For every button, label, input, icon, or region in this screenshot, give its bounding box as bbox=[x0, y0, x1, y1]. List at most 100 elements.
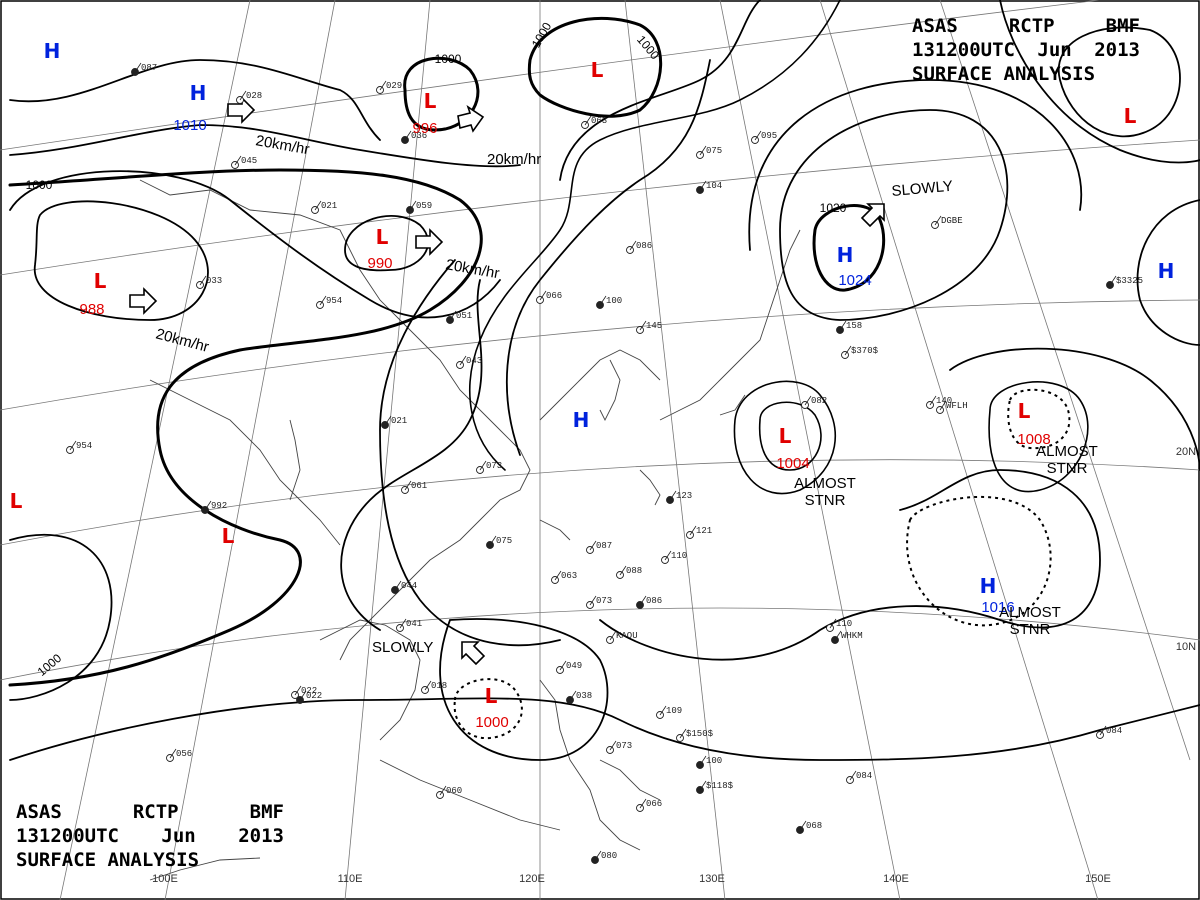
station-pressure: WHKM bbox=[841, 631, 863, 641]
header-year: 2013 bbox=[238, 825, 284, 847]
central-pressure-value: 988 bbox=[79, 301, 104, 318]
wind-barb bbox=[609, 630, 617, 641]
motion-speed-label: 20km/hr bbox=[254, 132, 310, 158]
wind-barb bbox=[659, 705, 667, 716]
central-pressure-value: 1024 bbox=[838, 272, 871, 289]
stationary-note: ALMOST bbox=[999, 604, 1061, 621]
wind-barb bbox=[589, 595, 597, 606]
longitude-label: 130E bbox=[699, 873, 725, 885]
wind-barb bbox=[929, 395, 937, 406]
wind-barb bbox=[314, 200, 322, 211]
wind-barb bbox=[664, 550, 672, 561]
high-pressure-center: H bbox=[190, 81, 207, 105]
header-month: Jun bbox=[161, 825, 196, 847]
longitude-label: 120E bbox=[519, 873, 545, 885]
station-pressure: 073 bbox=[596, 596, 612, 606]
station-pressure: 084 bbox=[856, 771, 872, 781]
wind-barb bbox=[69, 440, 77, 451]
wind-barb bbox=[409, 200, 417, 211]
longitude-label: 110E bbox=[338, 873, 363, 885]
wind-barb bbox=[319, 295, 327, 306]
header-code: BMF bbox=[249, 801, 284, 823]
station-pressure: 022 bbox=[306, 691, 322, 701]
wind-barb bbox=[639, 595, 647, 606]
wind-barb bbox=[619, 565, 627, 576]
low-pressure-center: L bbox=[222, 524, 235, 548]
motion-speed-label: SLOWLY bbox=[891, 178, 954, 200]
isobars bbox=[8, 0, 1200, 761]
station-pressure: 033 bbox=[206, 276, 222, 286]
station-pressure: 084 bbox=[1106, 726, 1122, 736]
high-pressure-center: H bbox=[980, 574, 997, 598]
high-pressure-center: H bbox=[573, 408, 590, 432]
header-station: RCTP bbox=[132, 801, 179, 823]
header-title: SURFACE ANALYSIS bbox=[16, 849, 200, 871]
stationary-note: STNR bbox=[805, 492, 846, 509]
wind-barb bbox=[804, 395, 812, 406]
header-year: 2013 bbox=[1094, 39, 1140, 61]
low-pressure-center: L bbox=[485, 684, 498, 708]
wind-barb bbox=[569, 690, 577, 701]
isobar-value-label: 1020 bbox=[820, 201, 847, 215]
header-product: ASAS bbox=[912, 15, 958, 37]
wind-barb bbox=[589, 540, 597, 551]
wind-barb bbox=[699, 145, 707, 156]
station-pressure: 022 bbox=[301, 686, 317, 696]
wind-barb bbox=[1109, 275, 1117, 286]
station-pressure: 049 bbox=[566, 661, 582, 671]
station-pressure: 109 bbox=[666, 706, 682, 716]
station-pressure: 123 bbox=[676, 491, 692, 501]
station-pressure: 021 bbox=[391, 416, 407, 426]
station-pressure: 086 bbox=[646, 596, 662, 606]
station-pressure: 038 bbox=[576, 691, 592, 701]
station-pressure: 110 bbox=[671, 551, 687, 561]
wind-barb bbox=[489, 535, 497, 546]
wind-barb bbox=[639, 320, 647, 331]
low-pressure-center: L bbox=[94, 269, 107, 293]
wind-barb bbox=[754, 130, 762, 141]
stationary-note: ALMOST bbox=[1036, 443, 1098, 460]
wind-barb bbox=[459, 355, 467, 366]
header-station: RCTP bbox=[1008, 15, 1055, 37]
wind-barb bbox=[609, 740, 617, 751]
wind-barb bbox=[679, 728, 687, 739]
wind-barb bbox=[439, 785, 447, 796]
latitude-label: 20N bbox=[1176, 446, 1196, 458]
high-pressure-center: H bbox=[44, 39, 61, 63]
wind-barb bbox=[384, 415, 392, 426]
wind-barb bbox=[394, 580, 402, 591]
isobar-value-label: 1000 bbox=[35, 651, 65, 679]
motion-arrow bbox=[461, 641, 486, 666]
graticule-labels: 100E 110E 120E 130E 140E 150E 20N 10N bbox=[152, 446, 1196, 885]
station-pressure: 063 bbox=[561, 571, 577, 581]
wind-barb bbox=[134, 62, 142, 73]
central-pressure-value: 1004 bbox=[776, 455, 809, 472]
station-pressure: 066 bbox=[646, 799, 662, 809]
station-pressure: 059 bbox=[416, 201, 432, 211]
wind-barb bbox=[639, 798, 647, 809]
header-bottom: ASAS RCTP BMF 131200UTC Jun 2013 SURFACE… bbox=[16, 800, 284, 872]
station-pressure: 088 bbox=[626, 566, 642, 576]
central-pressure-value: 1000 bbox=[475, 714, 508, 731]
low-pressure-center: L bbox=[376, 225, 389, 249]
longitude-label: 140E bbox=[883, 873, 909, 885]
station-pressure: 028 bbox=[246, 91, 262, 101]
wind-barb bbox=[399, 618, 407, 629]
station-pressure: 073 bbox=[486, 461, 502, 471]
latitude-label: 10N bbox=[1176, 641, 1196, 653]
header-time: 131200UTC bbox=[912, 39, 1015, 61]
longitude-label: 150E bbox=[1085, 873, 1111, 885]
motion-arrow bbox=[129, 287, 158, 315]
station-pressure: 044 bbox=[401, 581, 417, 591]
low-pressure-center: L bbox=[1124, 104, 1137, 128]
central-pressure-value: 996 bbox=[412, 120, 437, 137]
motion-speed-label: 20km/hr bbox=[154, 325, 211, 355]
wind-barb bbox=[379, 80, 387, 91]
station-pressure: 087 bbox=[141, 63, 157, 73]
isobar-value-label: 1000 bbox=[529, 20, 555, 50]
header-title: SURFACE ANALYSIS bbox=[912, 63, 1096, 85]
motion-arrow bbox=[860, 203, 885, 228]
station-pressure: 068 bbox=[806, 821, 822, 831]
